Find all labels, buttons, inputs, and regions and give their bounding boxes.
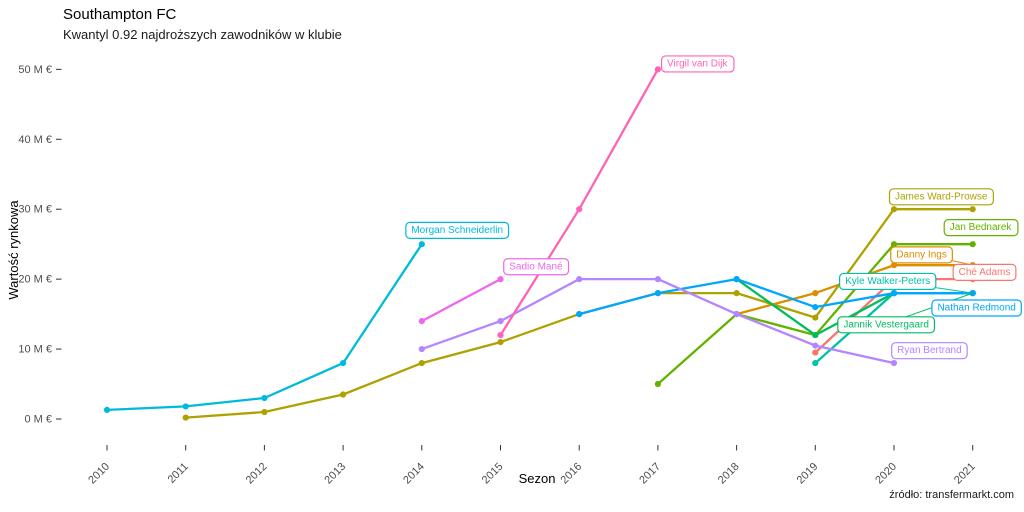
x-tick-label: 2015 bbox=[480, 461, 506, 487]
data-point bbox=[576, 206, 583, 213]
x-axis-title: Sezon bbox=[518, 471, 556, 486]
player-label-text: Ché Adams bbox=[959, 267, 1011, 278]
chart-subtitle: Kwantyl 0.92 najdroższych zawodników w k… bbox=[63, 27, 342, 42]
data-point bbox=[890, 359, 898, 367]
player-labels: Ché Adams Danny Ings James Ward-Prowse Jan … bbox=[405, 55, 1022, 360]
x-tick-label: 2017 bbox=[637, 461, 663, 487]
player-label-text: Nathan Redmond bbox=[937, 303, 1015, 314]
data-point bbox=[733, 290, 740, 297]
x-tick-label: 2021 bbox=[952, 461, 978, 487]
y-tick-label: 10 M € bbox=[18, 344, 52, 356]
data-point bbox=[812, 331, 819, 339]
data-point bbox=[969, 241, 976, 248]
y-tick-label: 30 M € bbox=[18, 204, 52, 216]
x-tick-label: 2016 bbox=[559, 461, 585, 487]
series-line bbox=[105, 243, 423, 412]
y-tick-label: 20 M € bbox=[18, 274, 52, 286]
data-point bbox=[812, 349, 819, 356]
data-point bbox=[812, 342, 819, 349]
player-label-text: Jannik Vestergaard bbox=[843, 319, 929, 330]
player-label-text: Kyle Walker-Peters bbox=[845, 276, 930, 287]
data-point bbox=[576, 276, 583, 283]
player-label-text: Danny Ings bbox=[896, 249, 947, 260]
y-tick-label: 40 M € bbox=[18, 134, 52, 146]
data-point bbox=[497, 331, 504, 339]
data-point bbox=[812, 359, 819, 367]
data-point bbox=[497, 338, 504, 346]
data-point bbox=[733, 276, 740, 283]
player-label-text: Sadio Mané bbox=[509, 261, 563, 272]
y-tick-label: 50 M € bbox=[18, 64, 52, 76]
data-point bbox=[103, 406, 111, 414]
data-point bbox=[340, 391, 347, 398]
chart-title: Southampton FC bbox=[63, 6, 177, 23]
data-point bbox=[654, 290, 662, 297]
data-point bbox=[890, 241, 898, 248]
data-point bbox=[654, 380, 662, 388]
data-point bbox=[418, 345, 425, 353]
player-label-text: Morgan Schneiderlin bbox=[411, 225, 503, 236]
data-point bbox=[890, 262, 898, 269]
data-point bbox=[969, 206, 976, 213]
data-point bbox=[654, 276, 662, 283]
data-point bbox=[812, 314, 819, 321]
x-tick-label: 2010 bbox=[86, 461, 112, 487]
x-tick-label: 2012 bbox=[244, 461, 270, 487]
data-point bbox=[497, 276, 504, 283]
series-line bbox=[420, 277, 502, 323]
data-point bbox=[733, 311, 740, 318]
x-tick-label: 2018 bbox=[716, 461, 742, 487]
x-tick-label: 2020 bbox=[873, 461, 899, 487]
data-point bbox=[576, 311, 583, 318]
series-line bbox=[499, 68, 660, 337]
player-label-box bbox=[837, 316, 936, 334]
data-point bbox=[182, 403, 189, 410]
player-label-box bbox=[952, 263, 1017, 281]
player-label-box bbox=[838, 272, 937, 291]
x-tick-label: 2019 bbox=[795, 461, 821, 487]
axes: 0 M € 10 M € 20 M € 30 M € 40 M € 50 M € 2010 2… bbox=[18, 64, 977, 487]
player-label-box bbox=[405, 221, 510, 239]
player-label-box bbox=[890, 246, 953, 264]
player-label-box bbox=[943, 218, 1019, 237]
player-label-text: James Ward-Prowse bbox=[895, 191, 988, 202]
player-label-text: Virgil van Dijk bbox=[667, 58, 728, 69]
data-point bbox=[812, 290, 819, 297]
data-point bbox=[969, 290, 976, 297]
player-label-text: Jan Bednarek bbox=[950, 222, 1013, 233]
series-line bbox=[578, 277, 974, 316]
data-point bbox=[261, 394, 268, 402]
player-label-box bbox=[931, 299, 1022, 317]
data-point bbox=[890, 290, 898, 297]
data-point bbox=[890, 206, 898, 213]
data-point bbox=[812, 304, 819, 311]
data-point bbox=[418, 317, 425, 325]
y-tick-label: 0 M € bbox=[24, 414, 52, 426]
data-point bbox=[497, 317, 504, 325]
data-point bbox=[418, 359, 425, 367]
player-label-text: Ryan Bertrand bbox=[897, 345, 961, 356]
player-label-box bbox=[503, 258, 570, 276]
x-tick-label: 2014 bbox=[401, 461, 427, 487]
player-label-box bbox=[660, 55, 735, 73]
data-point bbox=[182, 414, 189, 421]
player-label-box bbox=[891, 342, 968, 360]
source-caption: źródło: transfermarkt.com bbox=[889, 489, 1014, 501]
x-tick-label: 2011 bbox=[166, 461, 191, 486]
x-tick-label: 2013 bbox=[322, 461, 348, 487]
data-point bbox=[418, 241, 425, 248]
series-lines bbox=[103, 66, 976, 421]
data-point bbox=[340, 359, 347, 367]
player-label-box bbox=[888, 188, 994, 206]
data-point bbox=[261, 408, 268, 416]
data-point bbox=[654, 66, 662, 73]
